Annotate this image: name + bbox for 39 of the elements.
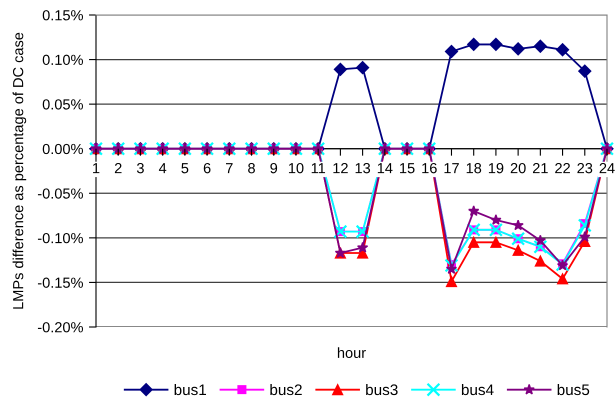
x-tick-label: 12 xyxy=(333,162,348,174)
legend-label: bus1 xyxy=(174,384,206,396)
x-tick-label: 17 xyxy=(444,163,459,174)
x-tick-label: 22 xyxy=(555,162,570,174)
x-tick-label: 11 xyxy=(312,163,326,174)
y-axis-title: LMPs difference as percentage of DC case xyxy=(12,32,26,309)
x-tick-label: 24 xyxy=(600,162,615,174)
x-tick-label: 8 xyxy=(248,162,255,174)
x-tick-label: 4 xyxy=(158,163,166,174)
y-tick-label: -0.05% xyxy=(38,188,83,199)
x-tick-label: 13 xyxy=(356,162,370,174)
x-tick-label: 10 xyxy=(288,162,304,174)
x-tick-label: 18 xyxy=(466,162,482,174)
x-axis-title: hour xyxy=(338,347,366,358)
y-tick-label: -0.10% xyxy=(38,232,83,244)
x-tick-label: 14 xyxy=(378,163,393,174)
legend-label: bus2 xyxy=(270,384,302,396)
x-tick-label: 15 xyxy=(400,163,415,174)
x-tick-label: 5 xyxy=(181,163,188,174)
x-tick-label: 6 xyxy=(204,162,210,174)
legend-label: bus5 xyxy=(558,384,590,396)
y-tick-label: -0.20% xyxy=(38,322,83,332)
x-tick-label: 2 xyxy=(114,162,122,174)
x-tick-label: 9 xyxy=(270,162,278,174)
y-tick-label: 0.05% xyxy=(42,99,83,110)
y-tick-label: 0.10% xyxy=(42,54,83,65)
legend-label: bus3 xyxy=(366,384,398,396)
x-tick-label: 23 xyxy=(577,162,592,174)
y-tick-label: 0.00% xyxy=(42,144,83,154)
legend-label: bus4 xyxy=(462,384,494,396)
x-tick-label: 19 xyxy=(488,162,504,174)
x-tick-label: 3 xyxy=(136,162,144,174)
x-tick-label: 1 xyxy=(93,163,100,174)
x-tick-label: 21 xyxy=(532,162,548,174)
x-tick-label: 7 xyxy=(226,163,233,174)
y-tick-label: 0.15% xyxy=(42,10,83,20)
x-tick-label: 20 xyxy=(510,162,526,174)
x-tick-label: 16 xyxy=(422,162,437,174)
y-tick-label: -0.15% xyxy=(38,278,83,288)
